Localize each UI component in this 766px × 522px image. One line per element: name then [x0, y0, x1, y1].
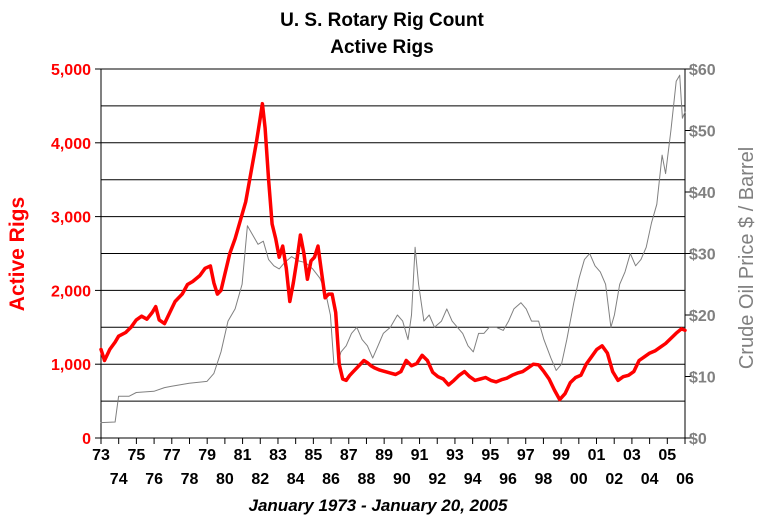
- series-lines: [99, 74, 687, 424]
- x-tick-label: 86: [322, 471, 340, 488]
- right-tick-label: $30: [689, 247, 716, 264]
- right-axis-ticks: $0 $10 $20 $30 $40 $50 $60: [685, 62, 716, 448]
- x-tick-label: 00: [570, 471, 588, 488]
- x-tick-label: 98: [535, 471, 553, 488]
- left-tick-label: 2,000: [51, 283, 91, 300]
- x-tick-label: 83: [269, 447, 287, 464]
- oil-price-line: [100, 74, 686, 424]
- x-tick-label: 75: [127, 447, 145, 464]
- x-axis-label: January 1973 - January 20, 2005: [249, 496, 508, 515]
- x-tick-label: 78: [181, 471, 199, 488]
- x-tick-label: 73: [92, 447, 110, 464]
- right-tick-label: $10: [689, 370, 716, 387]
- left-tick-label: 4,000: [51, 136, 91, 153]
- left-tick-label: 0: [82, 431, 91, 448]
- left-axis-label: Active Rigs: [6, 197, 29, 311]
- right-tick-label: $20: [689, 308, 716, 325]
- left-tick-label: 3,000: [51, 210, 91, 227]
- x-tick-label: 77: [163, 447, 181, 464]
- x-tick-label: 05: [658, 447, 676, 464]
- x-tick-label: 87: [340, 447, 358, 464]
- x-tick-label: 74: [110, 471, 128, 488]
- x-tick-label: 01: [588, 447, 606, 464]
- x-tick-label: 92: [428, 471, 446, 488]
- right-tick-label: $60: [689, 62, 716, 79]
- x-tick-label: 06: [676, 471, 694, 488]
- x-tick-label: 81: [234, 447, 252, 464]
- x-tick-label: 04: [641, 471, 659, 488]
- x-tick-label: 99: [552, 447, 570, 464]
- x-tick-label: 82: [251, 471, 269, 488]
- x-tick-label: 80: [216, 471, 234, 488]
- x-tick-label: 85: [304, 447, 322, 464]
- right-axis-label: Crude Oil Price $ / Barrel: [736, 147, 758, 369]
- x-tick-label: 94: [464, 471, 482, 488]
- x-tick-label: 89: [375, 447, 393, 464]
- left-tick-label: 1,000: [51, 357, 91, 374]
- x-tick-label: 79: [198, 447, 216, 464]
- right-tick-label: $0: [689, 431, 707, 448]
- left-axis-ticks: 0 1,000 2,000 3,000 4,000 5,000: [51, 62, 101, 448]
- x-tick-label: 88: [358, 471, 376, 488]
- x-tick-label: 02: [605, 471, 623, 488]
- x-tick-label: 84: [287, 471, 305, 488]
- x-tick-label: 97: [517, 447, 535, 464]
- x-tick-label: 96: [499, 471, 517, 488]
- gridlines: [101, 105, 685, 402]
- chart-subtitle: Active Rigs: [330, 37, 433, 58]
- chart-title: U. S. Rotary Rig Count: [280, 10, 484, 31]
- right-tick-label: $50: [689, 124, 716, 141]
- x-tick-label: 90: [393, 471, 411, 488]
- x-tick-label: 03: [623, 447, 641, 464]
- rig-count-line: [99, 101, 687, 402]
- right-tick-label: $40: [689, 185, 716, 202]
- x-tick-label: 93: [446, 447, 464, 464]
- x-tick-label: 95: [481, 447, 499, 464]
- x-tick-label: 76: [145, 471, 163, 488]
- left-tick-label: 5,000: [51, 62, 91, 79]
- x-tick-label: 91: [411, 447, 429, 464]
